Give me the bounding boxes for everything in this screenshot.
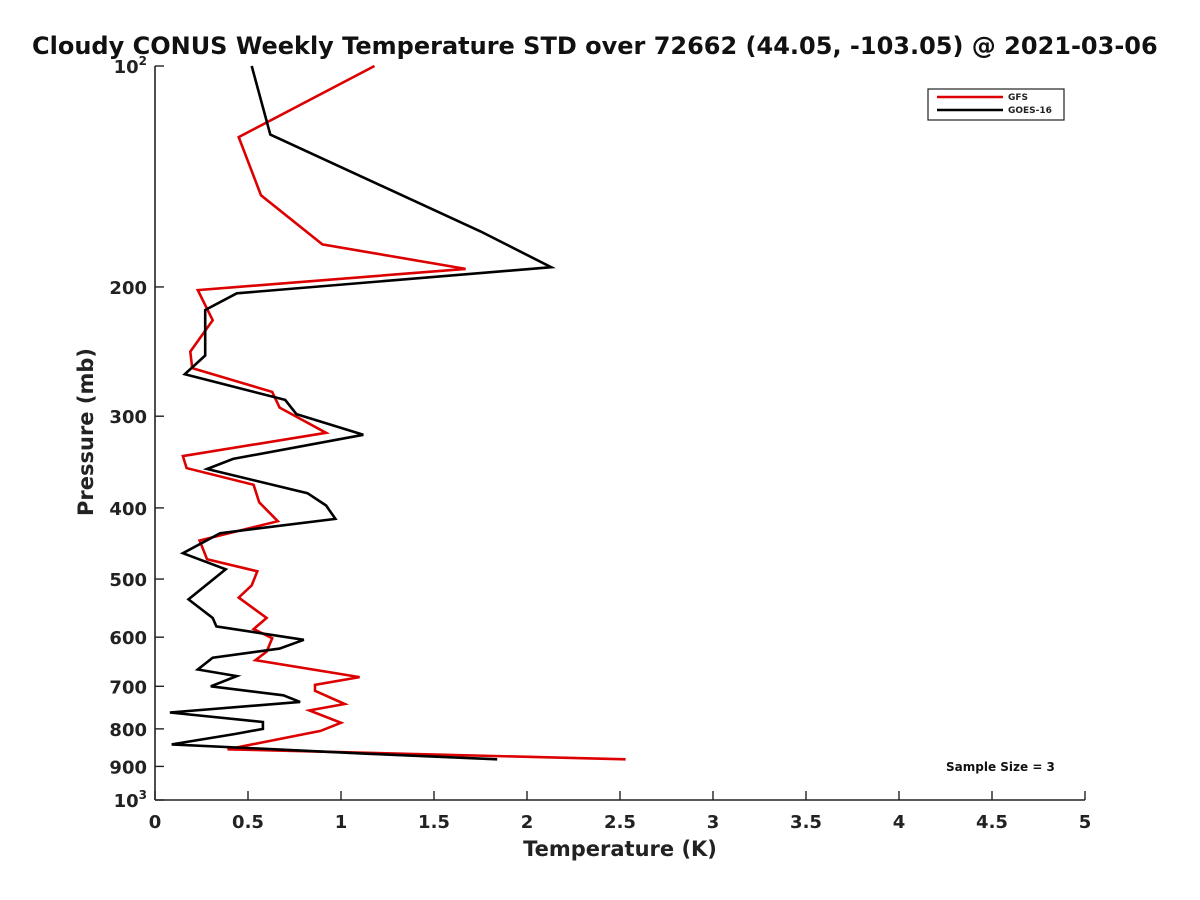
y-tick-label: 900 bbox=[109, 757, 147, 778]
y-tick-label: 300 bbox=[109, 407, 147, 428]
y-axis-label: Pressure (mb) bbox=[74, 348, 98, 516]
x-tick-label: 2 bbox=[521, 812, 534, 833]
x-tick-label: 3 bbox=[707, 812, 720, 833]
series-layer bbox=[169, 64, 626, 761]
axes-layer bbox=[154, 65, 1086, 801]
x-tick-label: 0.5 bbox=[232, 812, 264, 833]
legend: GFS GOES-16 bbox=[927, 88, 1065, 121]
plot-area: 0 0.5 1 1.5 2 2.5 3 3.5 4 4.5 5 102 200 300 400 500 600 7… bbox=[109, 54, 1091, 833]
x-tick-label: 1 bbox=[335, 812, 348, 833]
x-tick-label: 1.5 bbox=[418, 812, 450, 833]
y-tick-label: 700 bbox=[109, 677, 147, 698]
tick-labels: 0 0.5 1 1.5 2 2.5 3 3.5 4 4.5 5 102 200 300 400 500 600 7… bbox=[109, 54, 1091, 833]
y-tick-label: 102 bbox=[114, 54, 147, 78]
y-tick-label: 500 bbox=[109, 570, 147, 591]
y-tick-label: 600 bbox=[109, 628, 147, 649]
legend-box bbox=[927, 88, 1065, 121]
y-tick-label: 800 bbox=[109, 720, 147, 741]
x-tick-label: 2.5 bbox=[604, 812, 636, 833]
x-tick-label: 5 bbox=[1079, 812, 1092, 833]
y-tick-label: 400 bbox=[109, 499, 147, 520]
x-axis-label: Temperature (K) bbox=[523, 837, 717, 861]
x-tick-label: 3.5 bbox=[790, 812, 822, 833]
series-line-gfs bbox=[181, 64, 626, 761]
legend-label-gfs: GFS bbox=[1008, 93, 1028, 103]
x-tick-label: 4.5 bbox=[976, 812, 1008, 833]
x-tick-label: 4 bbox=[893, 812, 906, 833]
y-tick-label: 103 bbox=[114, 788, 147, 812]
legend-label-goes16: GOES-16 bbox=[1008, 106, 1052, 116]
series-line-goes16 bbox=[169, 65, 556, 761]
chart-title: Cloudy CONUS Weekly Temperature STD over… bbox=[32, 32, 1158, 60]
sample-size-annotation: Sample Size = 3 bbox=[946, 760, 1055, 774]
x-tick-label: 0 bbox=[149, 812, 162, 833]
y-tick-label: 200 bbox=[109, 278, 147, 299]
